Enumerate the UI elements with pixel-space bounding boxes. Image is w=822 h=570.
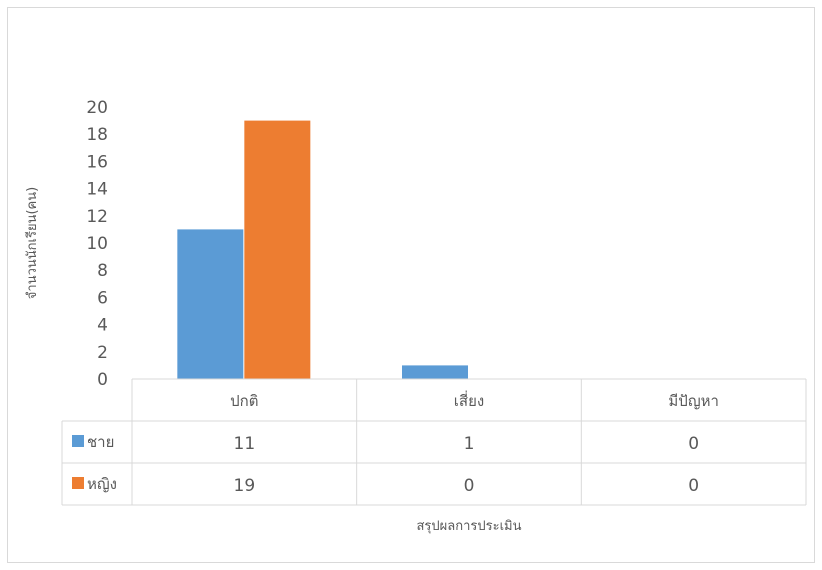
data-label: 19 [234, 476, 256, 496]
y-axis-title: จำนวนนักเรียน(คน) [24, 187, 40, 299]
data-label: 11 [234, 434, 256, 454]
y-tick-label: 14 [86, 180, 108, 200]
y-tick-label: 16 [86, 152, 108, 172]
category-label: เสี่ยง [454, 390, 484, 410]
legend-key [72, 435, 84, 447]
category-label: ปกติ [230, 392, 258, 410]
bar [177, 229, 243, 379]
x-axis-title: สรุปผลการประเมิน [416, 519, 521, 534]
category-label: มีปัญหา [668, 392, 719, 410]
legend-label: หญิง [87, 475, 117, 493]
y-tick-label: 18 [86, 125, 108, 145]
legend-label: ชาย [87, 433, 114, 451]
legend-key [72, 477, 84, 489]
y-tick-label: 0 [97, 370, 108, 390]
bars [177, 121, 468, 379]
y-tick-label: 6 [97, 288, 108, 308]
y-axis-ticks: 0 2 4 6 8 10 12 14 16 18 20 [86, 98, 108, 390]
bar [244, 121, 310, 379]
data-label: 0 [688, 476, 699, 496]
data-label: 0 [688, 434, 699, 454]
bar [402, 365, 468, 379]
y-tick-label: 10 [86, 234, 108, 254]
y-tick-label: 2 [97, 343, 108, 363]
y-tick-label: 8 [97, 261, 108, 281]
data-label: 0 [464, 476, 475, 496]
data-label: 1 [464, 434, 475, 454]
y-tick-label: 20 [86, 98, 108, 118]
y-tick-label: 4 [97, 316, 108, 336]
y-tick-label: 12 [86, 207, 108, 227]
